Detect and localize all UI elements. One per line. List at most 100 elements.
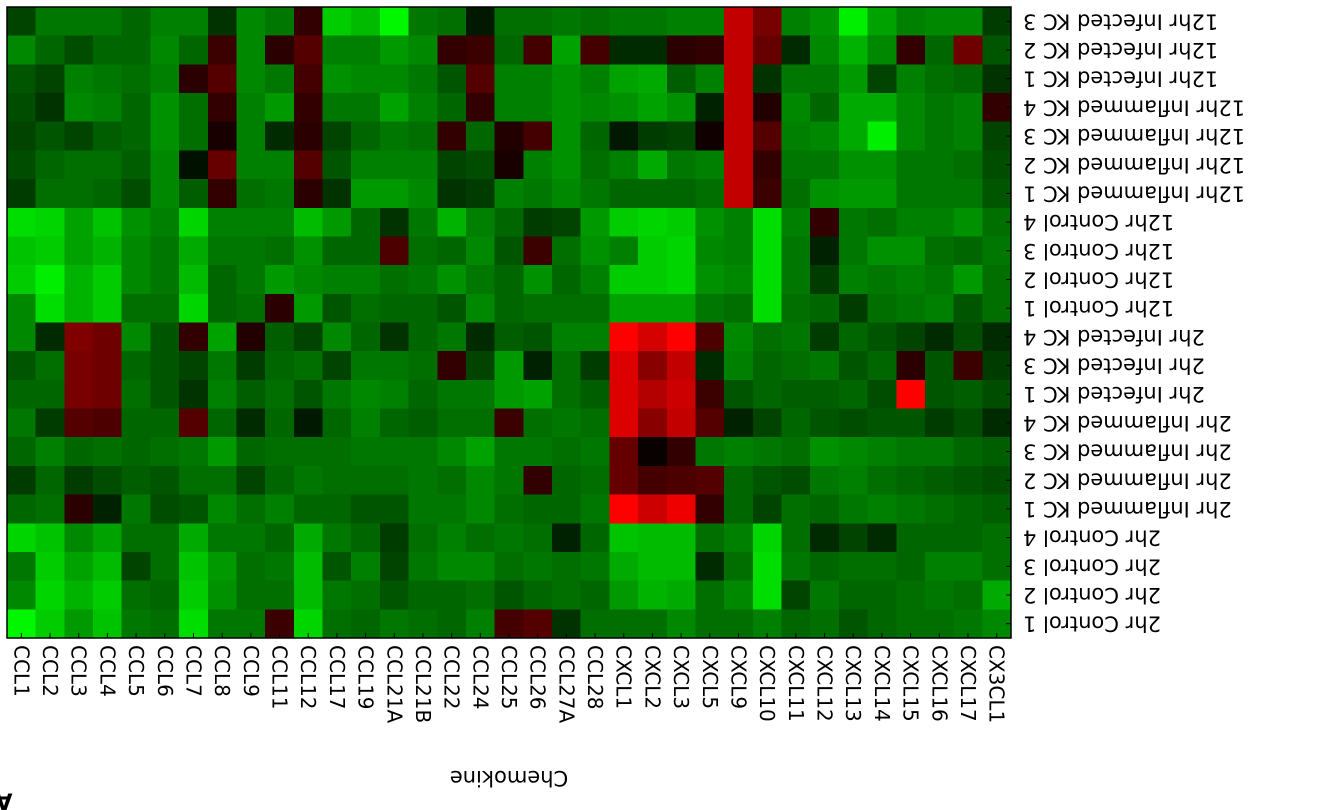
heatmap-cell: [322, 379, 352, 410]
heatmap-cell: [494, 408, 524, 438]
heatmap-cell: [351, 293, 381, 324]
heatmap-cell: [93, 408, 123, 438]
heatmap-cell: [64, 523, 94, 553]
heatmap-cell: [953, 93, 983, 123]
heatmap-cell: [379, 437, 410, 467]
heatmap-cell: [265, 236, 295, 266]
heatmap-cell: [724, 494, 754, 524]
heatmap-cell: [494, 207, 524, 238]
heatmap-cell: [953, 150, 983, 180]
heatmap-cell: [64, 293, 94, 324]
heatmap-cell: [465, 580, 496, 610]
heatmap-cell: [552, 408, 582, 438]
heatmap-cell: [150, 322, 180, 352]
heatmap-cell: [781, 465, 811, 496]
heatmap-cell: [93, 437, 123, 467]
heatmap-cell: [580, 580, 610, 610]
heatmap-cell: [867, 150, 897, 180]
heatmap-cell: [924, 93, 955, 123]
heatmap-cell: [810, 7, 840, 37]
row-label: 2hr Inflammed KC 2: [1023, 468, 1232, 492]
heatmap-cell: [265, 322, 295, 352]
heatmap-cell: [666, 465, 697, 496]
row-labels: 12hr Infected KC 3 12hr Infected KC 2 12hr…: [1023, 9, 1245, 635]
heatmap-cell: [609, 351, 639, 381]
heatmap-cell: [867, 322, 897, 352]
heatmap-cell: [437, 64, 467, 94]
heatmap-cell: [580, 293, 610, 324]
heatmap-cell: [896, 7, 926, 37]
heatmap-cell: [552, 293, 582, 324]
heatmap-cell: [609, 179, 639, 209]
heatmap-cell: [781, 64, 811, 94]
heatmap-cell: [93, 7, 123, 37]
heatmap-cell: [408, 379, 438, 410]
heatmap-cell: [867, 93, 897, 123]
heatmap-cell: [953, 580, 983, 610]
heatmap-cell: [465, 150, 496, 180]
heatmap-cell: [293, 437, 324, 467]
heatmap-cell: [666, 551, 697, 582]
heatmap-cell: [236, 408, 266, 438]
heatmap-cell: [724, 322, 754, 352]
heatmap-cell: [236, 179, 266, 209]
heatmap-cell: [265, 93, 295, 123]
heatmap-cell: [379, 64, 410, 94]
heatmap-cell: [896, 93, 926, 123]
heatmap-cell: [810, 179, 840, 209]
heatmap-cell: [293, 580, 324, 610]
heatmap-cell: [437, 551, 467, 582]
heatmap-cell: [121, 551, 152, 582]
heatmap-cell: [867, 494, 897, 524]
heatmap-cell: [207, 379, 238, 410]
heatmap-cell: [64, 7, 94, 37]
heatmap-cell: [207, 150, 238, 180]
heatmap-cell: [838, 494, 869, 524]
heatmap-cell: [838, 150, 869, 180]
heatmap-cell: [924, 551, 955, 582]
heatmap-cell: [552, 523, 582, 553]
heatmap-cell: [810, 379, 840, 410]
heatmap-cell: [150, 121, 180, 152]
heatmap-cell: [523, 64, 553, 94]
heatmap-cell: [179, 150, 209, 180]
column-label: CXCL2: [640, 645, 664, 709]
heatmap-cell: [838, 551, 869, 582]
heatmap-cell: [207, 64, 238, 94]
heatmap-cell: [351, 7, 381, 37]
heatmap-cell: [781, 437, 811, 467]
column-label: CXCL9: [727, 645, 751, 709]
row-label: 2hr Control 2: [1023, 583, 1161, 607]
heatmap-cell: [150, 265, 180, 295]
heatmap-cell: [408, 265, 438, 295]
heatmap-cell: [924, 351, 955, 381]
heatmap-cell: [494, 150, 524, 180]
heatmap-cell: [724, 64, 754, 94]
panel-label: A: [0, 788, 13, 810]
heatmap-cell: [523, 7, 553, 37]
heatmap-cell: [236, 465, 266, 496]
heatmap-cell: [896, 35, 926, 65]
heatmap-cell: [810, 121, 840, 152]
heatmap-cell: [408, 351, 438, 381]
heatmap-cell: [752, 351, 783, 381]
heatmap-cell: [64, 179, 94, 209]
heatmap-cell: [465, 494, 496, 524]
heatmap-cell: [179, 265, 209, 295]
heatmap-cell: [437, 121, 467, 152]
heatmap-cell: [7, 207, 37, 238]
heatmap-cell: [609, 408, 639, 438]
heatmap-cell: [724, 150, 754, 180]
heatmap-cell: [465, 207, 496, 238]
heatmap-cell: [437, 351, 467, 381]
heatmap-cell: [953, 322, 983, 352]
heatmap-cell: [494, 465, 524, 496]
heatmap-cell: [465, 379, 496, 410]
heatmap-cell: [35, 437, 65, 467]
heatmap-cell: [121, 7, 152, 37]
heatmap-cell: [896, 207, 926, 238]
row-label: 12hr Infected KC 3: [1023, 9, 1218, 33]
heatmap-cell: [322, 93, 352, 123]
heatmap-cell: [867, 7, 897, 37]
heatmap-cell: [552, 494, 582, 524]
